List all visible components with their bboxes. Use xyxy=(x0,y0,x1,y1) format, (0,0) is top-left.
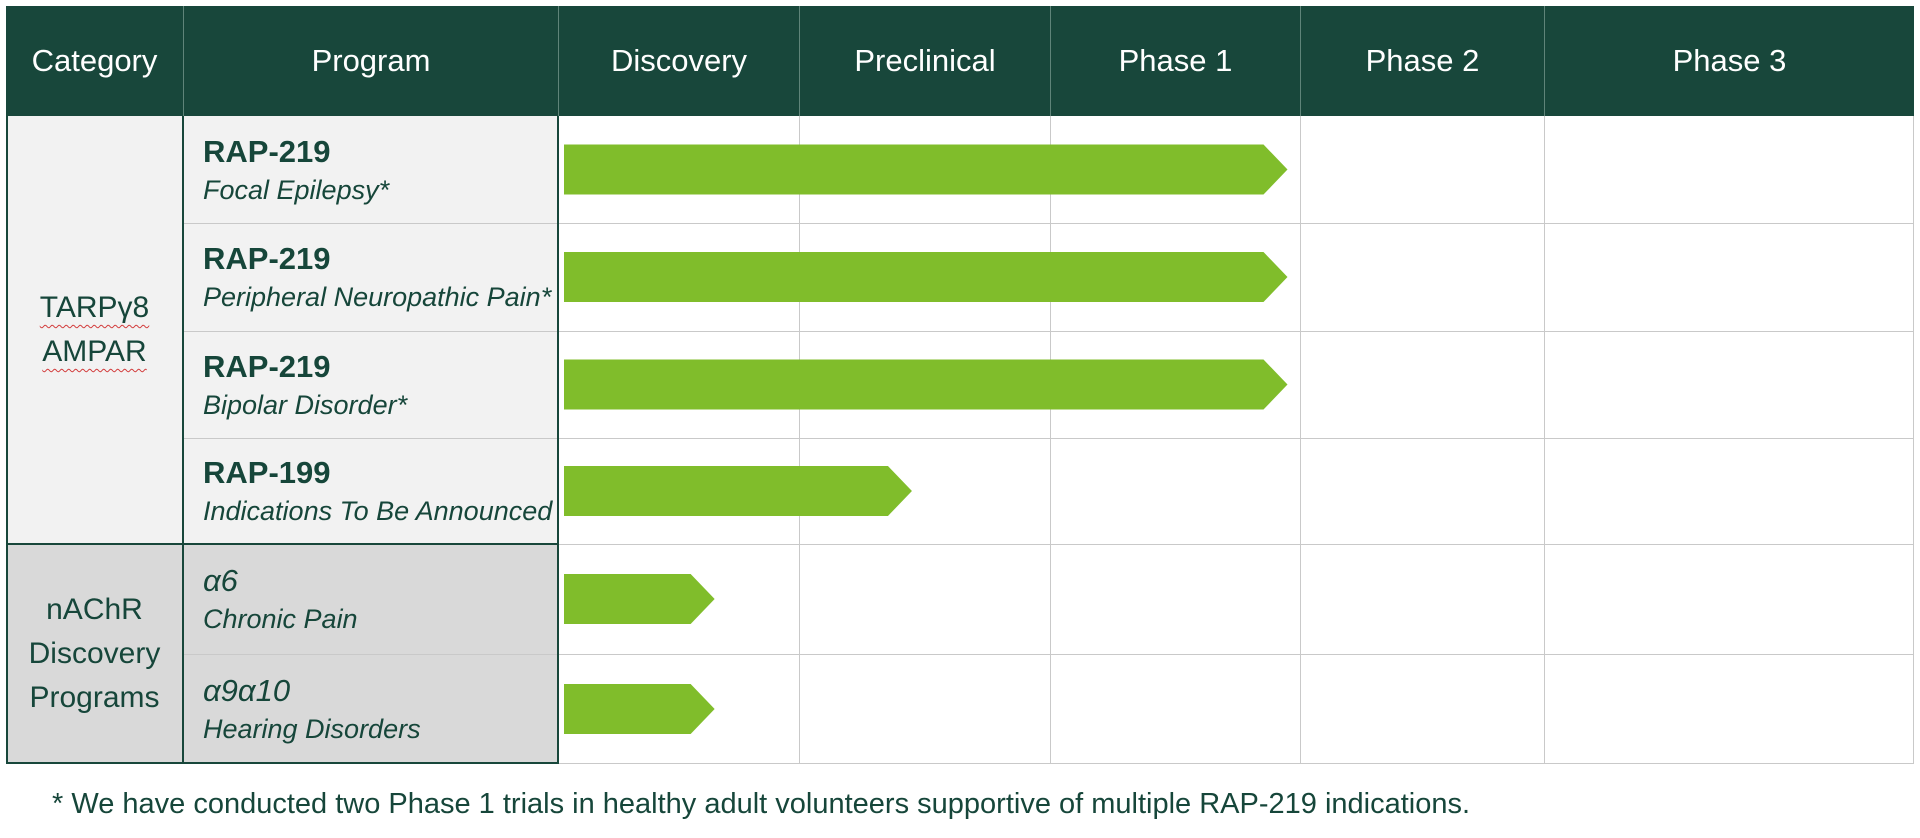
program-name: RAP-199 xyxy=(203,455,331,490)
progress-bars xyxy=(564,144,1288,734)
header-phase-2: Phase 2 xyxy=(1300,6,1544,116)
grid-line xyxy=(558,763,1914,764)
program-indication: Indications To Be Announced xyxy=(203,496,553,526)
program-cell: RAP-199 Indications To Be Announced xyxy=(183,438,558,544)
grid-line xyxy=(1913,116,1914,764)
header-program: Program xyxy=(183,6,558,116)
grid-line xyxy=(183,438,1914,439)
grid-line xyxy=(183,654,1914,655)
program-cell: RAP-219 Peripheral Neuropathic Pain* xyxy=(183,223,558,331)
category-line: TARPγ8 xyxy=(39,291,150,324)
program-cell: RAP-219 Focal Epilepsy* xyxy=(183,116,558,223)
category-nachr: nAChR Discovery Programs xyxy=(6,544,183,764)
table-border xyxy=(182,116,184,764)
program-indication: Focal Epilepsy* xyxy=(203,174,390,205)
table-border xyxy=(6,116,8,764)
program-cell: α9α10 Hearing Disorders xyxy=(183,654,558,764)
program-name: α9α10 xyxy=(203,673,291,708)
progress-arrow xyxy=(564,574,715,624)
header-discovery: Discovery xyxy=(558,6,799,116)
grid-line xyxy=(799,116,800,764)
table-border xyxy=(6,762,559,764)
category-line: Programs xyxy=(29,681,160,714)
program-name: RAP-219 xyxy=(203,241,331,276)
program-name: RAP-219 xyxy=(203,348,331,384)
program-indication: Hearing Disorders xyxy=(203,714,421,744)
progress-arrow xyxy=(564,144,1288,195)
grid-line xyxy=(1050,116,1051,764)
category-tarp-ampar: TARPγ8 AMPAR xyxy=(6,116,183,544)
progress-arrow xyxy=(564,684,715,734)
category-line: nAChR xyxy=(46,593,143,626)
program-cell: RAP-219 Bipolar Disorder* xyxy=(183,331,558,438)
program-cell: α6 Chronic Pain xyxy=(183,544,558,654)
table-border xyxy=(6,543,559,545)
program-indication: Peripheral Neuropathic Pain* xyxy=(203,282,552,312)
category-line: Discovery xyxy=(28,637,161,670)
progress-arrow xyxy=(564,252,1288,302)
program-indication: Chronic Pain xyxy=(203,604,358,634)
grid-line xyxy=(183,223,1914,224)
header-category: Category xyxy=(6,6,183,116)
table-border xyxy=(557,116,559,764)
grid-line xyxy=(183,331,1914,332)
pipeline-table: Category Program Discovery Preclinical P… xyxy=(6,6,1914,764)
progress-arrow xyxy=(564,359,1288,410)
footnote: * We have conducted two Phase 1 trials i… xyxy=(52,788,1471,820)
header-phase-1: Phase 1 xyxy=(1050,6,1300,116)
category-line: AMPAR xyxy=(42,335,147,368)
program-indication: Bipolar Disorder* xyxy=(203,389,408,420)
header-preclinical: Preclinical xyxy=(799,6,1050,116)
header-phase-3: Phase 3 xyxy=(1544,6,1914,116)
grid-line xyxy=(558,544,1914,545)
program-name: α6 xyxy=(203,563,238,598)
program-name: RAP-219 xyxy=(203,133,331,169)
grid-line xyxy=(1300,116,1301,764)
grid-line xyxy=(1544,116,1545,764)
progress-arrow xyxy=(564,466,912,516)
